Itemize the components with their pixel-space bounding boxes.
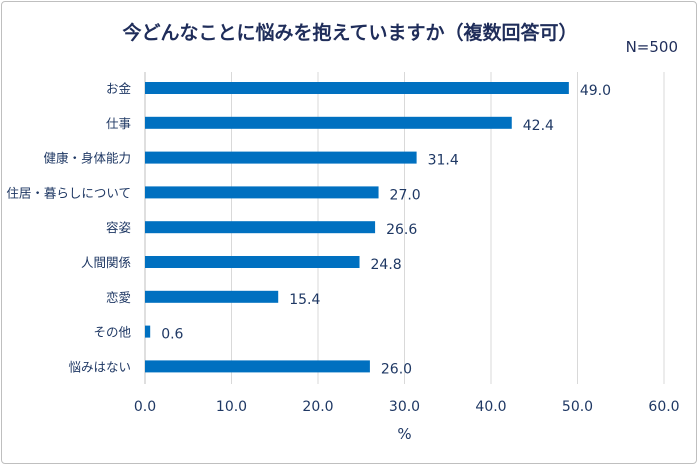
bar bbox=[145, 82, 569, 94]
category-label: 恋愛 bbox=[106, 290, 131, 305]
bar bbox=[145, 360, 370, 373]
category-label: 容姿 bbox=[106, 220, 131, 235]
data-label: 24.8 bbox=[371, 257, 402, 273]
x-tick-label: 10.0 bbox=[216, 399, 247, 415]
chart-title: 今どんなことに悩みを抱えていますか（複数回答可） bbox=[122, 22, 578, 44]
bar bbox=[145, 221, 376, 234]
data-label: 26.6 bbox=[386, 222, 417, 238]
sample-size-note: N=500 bbox=[625, 38, 678, 56]
data-label: 27.0 bbox=[390, 187, 421, 203]
category-label: 人間関係 bbox=[81, 255, 131, 270]
bar bbox=[145, 116, 512, 129]
bar bbox=[145, 325, 151, 338]
x-tick-label: 40.0 bbox=[475, 399, 506, 415]
data-label: 0.6 bbox=[161, 327, 183, 343]
bar bbox=[145, 151, 417, 164]
x-tick-label: 30.0 bbox=[389, 399, 420, 415]
x-axis-label: % bbox=[397, 425, 411, 443]
bar bbox=[145, 256, 360, 268]
data-label: 26.0 bbox=[381, 361, 412, 377]
x-tick-label: 0.0 bbox=[134, 399, 156, 415]
data-label: 15.4 bbox=[289, 292, 320, 308]
data-label: 42.4 bbox=[523, 118, 554, 134]
bar bbox=[145, 290, 279, 303]
category-label: 住居・暮らしについて bbox=[6, 185, 131, 200]
x-tick-label: 50.0 bbox=[562, 399, 593, 415]
category-label: 健康・身体能力 bbox=[43, 151, 131, 166]
x-tick-label: 20.0 bbox=[302, 399, 333, 415]
category-label: 悩みはない bbox=[68, 359, 131, 374]
category-label: その他 bbox=[93, 325, 131, 340]
category-label: 仕事 bbox=[106, 116, 131, 131]
bar bbox=[145, 186, 379, 199]
category-label: お金 bbox=[106, 81, 132, 96]
data-label: 49.0 bbox=[580, 83, 611, 99]
x-tick-label: 60.0 bbox=[648, 399, 679, 415]
data-label: 31.4 bbox=[428, 153, 459, 169]
